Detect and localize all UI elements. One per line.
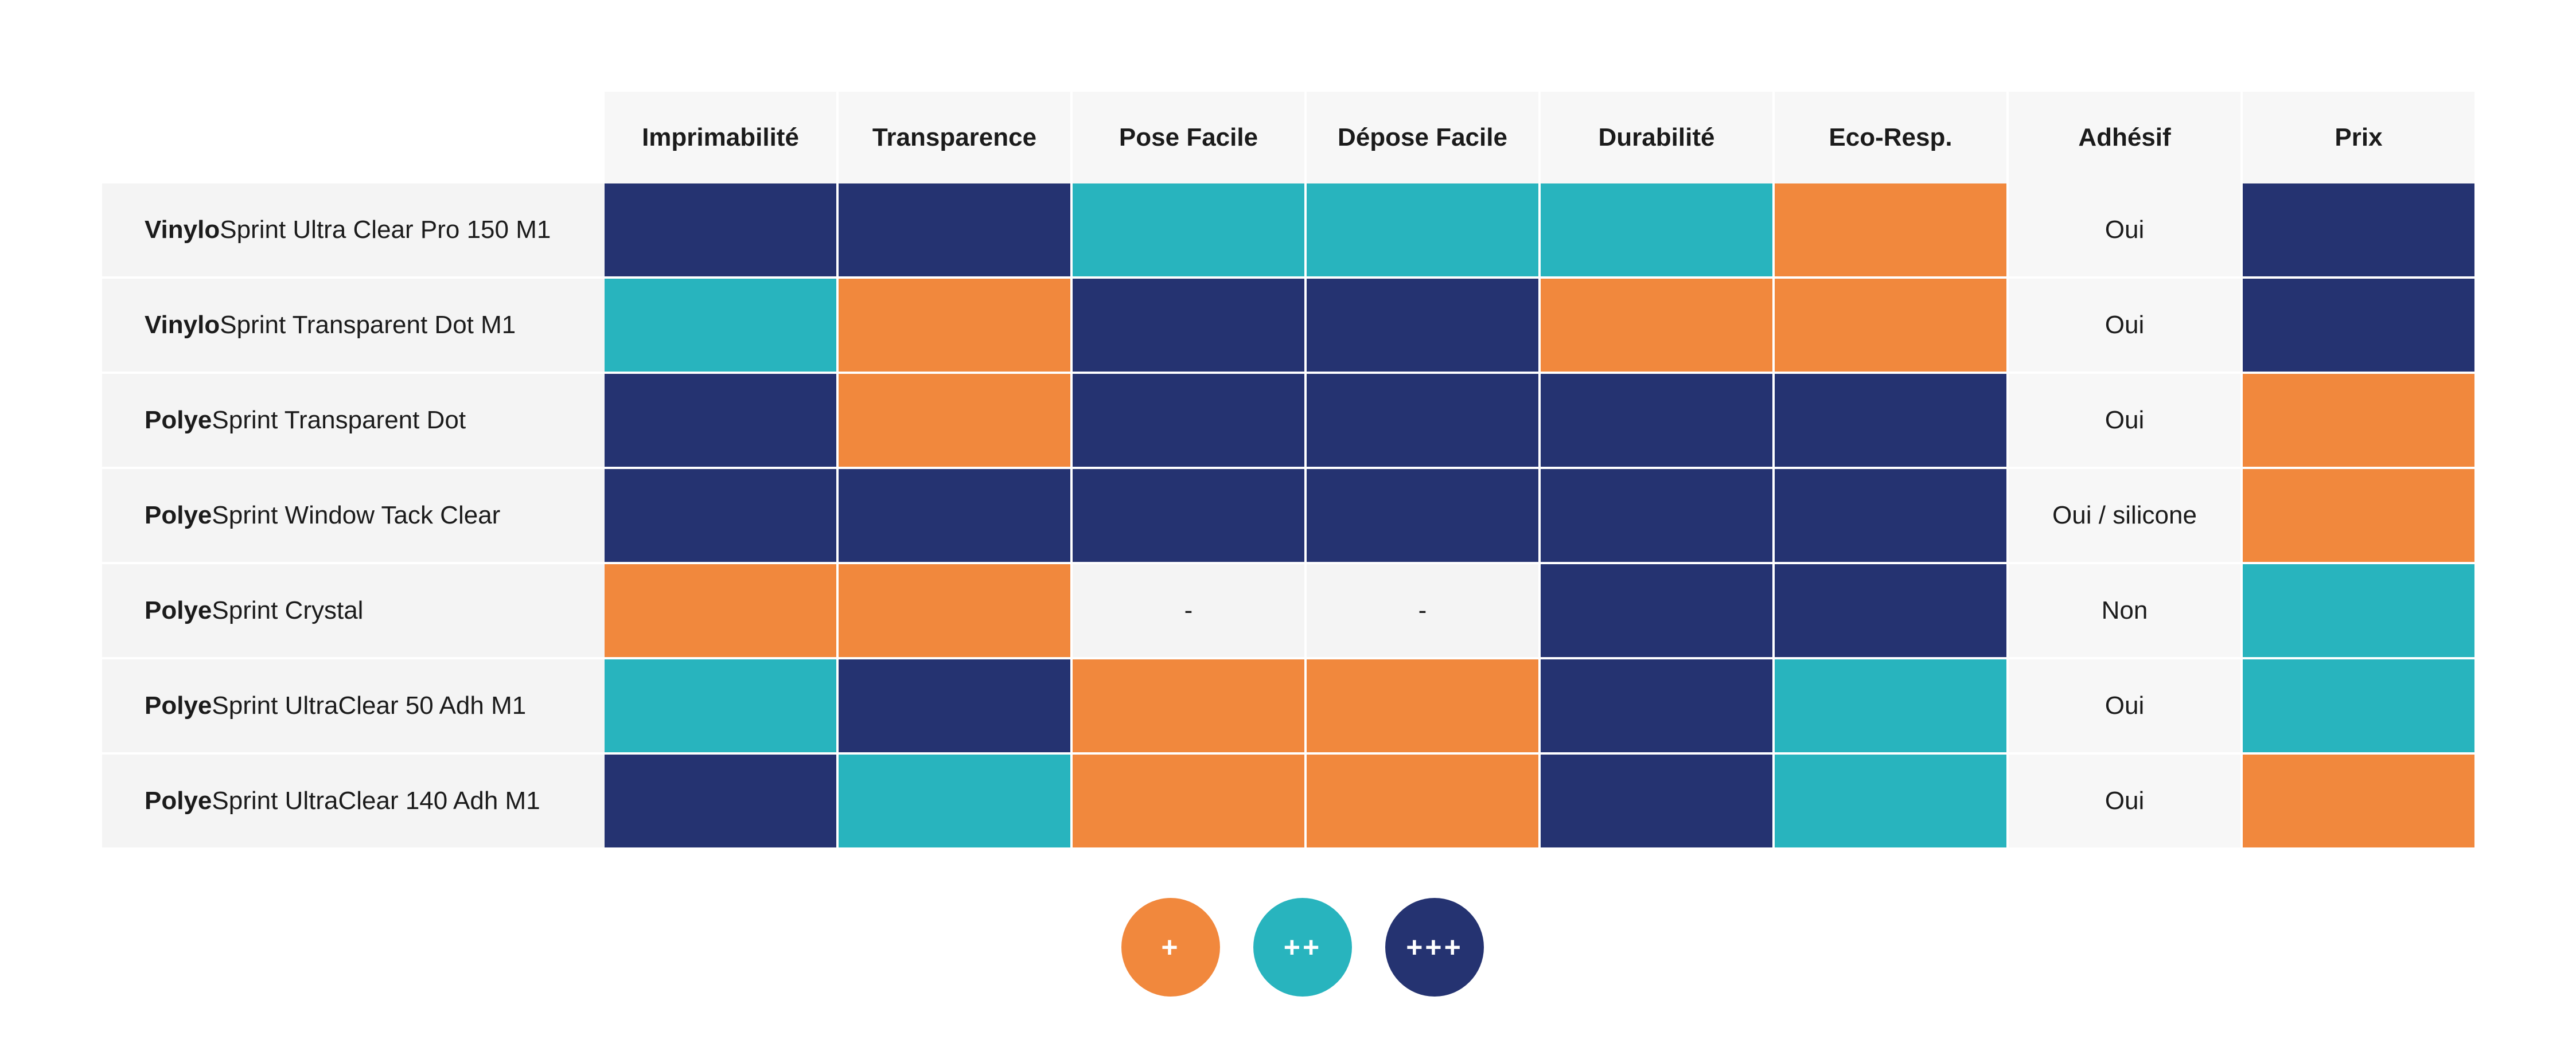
rating-cell (605, 279, 839, 374)
column-header: Dépose Facile (1307, 92, 1541, 183)
product-model: Sprint Transparent Dot (212, 406, 466, 434)
price-cell (2243, 374, 2477, 469)
price-cell (2243, 564, 2477, 659)
rating-cell (1775, 564, 2009, 659)
price-cell (2243, 659, 2477, 755)
adhesif-cell: Oui (2009, 374, 2243, 469)
rating-cell (1307, 469, 1541, 564)
rating-cell (839, 279, 1073, 374)
product-brand: Polye (145, 692, 212, 720)
product-model: Sprint UltraClear 140 Adh M1 (212, 787, 540, 815)
column-header: Prix (2243, 92, 2477, 183)
rating-cell (605, 183, 839, 279)
product-model: Sprint Window Tack Clear (212, 501, 501, 529)
rating-cell (1307, 279, 1541, 374)
rating-cell (1541, 564, 1775, 659)
product-name: Polye Sprint Window Tack Clear (102, 469, 605, 564)
comparison-table: Imprimabilité Transparence Pose Facile Dépo… (102, 92, 2477, 850)
adhesif-cell: Oui (2009, 755, 2243, 850)
price-cell (2243, 469, 2477, 564)
rating-cell (1775, 279, 2009, 374)
rating-cell (605, 374, 839, 469)
adhesif-cell: Oui (2009, 279, 2243, 374)
product-name: Vinylo Sprint Ultra Clear Pro 150 M1 (102, 183, 605, 279)
rating-cell (1775, 755, 2009, 850)
legend-dot: +++ (1385, 898, 1484, 997)
rating-cell (1073, 469, 1307, 564)
adhesif-cell: Oui (2009, 183, 2243, 279)
rating-cell (839, 755, 1073, 850)
column-header: Pose Facile (1073, 92, 1307, 183)
rating-cell (839, 183, 1073, 279)
rating-cell (1073, 755, 1307, 850)
price-cell (2243, 755, 2477, 850)
product-model: Sprint Transparent Dot M1 (220, 311, 516, 339)
rating-cell (605, 469, 839, 564)
product-brand: Polye (145, 596, 212, 624)
column-header: Durabilité (1541, 92, 1775, 183)
price-cell (2243, 183, 2477, 279)
rating-cell (1307, 374, 1541, 469)
legend-dot: + (1121, 898, 1220, 997)
product-name: Polye Sprint Transparent Dot (102, 374, 605, 469)
rating-legend: + ++ +++ (1121, 898, 1484, 997)
rating-cell (1307, 659, 1541, 755)
column-header: Imprimabilité (605, 92, 839, 183)
product-brand: Vinylo (145, 311, 220, 339)
rating-cell (1073, 374, 1307, 469)
product-brand: Polye (145, 787, 212, 815)
rating-cell (839, 564, 1073, 659)
rating-cell (1775, 374, 2009, 469)
rating-cell (1307, 183, 1541, 279)
rating-cell (1073, 659, 1307, 755)
rating-cell (1073, 279, 1307, 374)
rating-cell (1775, 469, 2009, 564)
rating-cell (839, 374, 1073, 469)
rating-cell (1775, 183, 2009, 279)
product-model: Sprint Crystal (212, 596, 364, 624)
adhesif-cell: Oui / silicone (2009, 469, 2243, 564)
adhesif-cell: Oui (2009, 659, 2243, 755)
product-name: Vinylo Sprint Transparent Dot M1 (102, 279, 605, 374)
rating-cell (1307, 755, 1541, 850)
product-brand: Vinylo (145, 216, 220, 244)
rating-cell (839, 659, 1073, 755)
column-header: Transparence (839, 92, 1073, 183)
rating-cell (1541, 374, 1775, 469)
rating-cell (605, 755, 839, 850)
column-header: Eco-Resp. (1775, 92, 2009, 183)
rating-cell (1541, 755, 1775, 850)
rating-cell (1541, 659, 1775, 755)
product-brand: Polye (145, 406, 212, 434)
rating-cell (605, 659, 839, 755)
rating-cell (839, 469, 1073, 564)
adhesif-cell: Non (2009, 564, 2243, 659)
product-name: Polye Sprint Crystal (102, 564, 605, 659)
rating-cell (1541, 469, 1775, 564)
product-name: Polye Sprint UltraClear 50 Adh M1 (102, 659, 605, 755)
product-model: Sprint UltraClear 50 Adh M1 (212, 692, 527, 720)
header-corner (102, 92, 605, 183)
rating-cell-empty: - (1307, 564, 1541, 659)
rating-cell (1775, 659, 2009, 755)
rating-cell (1541, 183, 1775, 279)
rating-cell-empty: - (1073, 564, 1307, 659)
product-name: Polye Sprint UltraClear 140 Adh M1 (102, 755, 605, 850)
rating-cell (605, 564, 839, 659)
rating-cell (1541, 279, 1775, 374)
price-cell (2243, 279, 2477, 374)
column-header: Adhésif (2009, 92, 2243, 183)
product-brand: Polye (145, 501, 212, 529)
legend-dot: ++ (1253, 898, 1352, 997)
product-model: Sprint Ultra Clear Pro 150 M1 (220, 216, 551, 244)
rating-cell (1073, 183, 1307, 279)
